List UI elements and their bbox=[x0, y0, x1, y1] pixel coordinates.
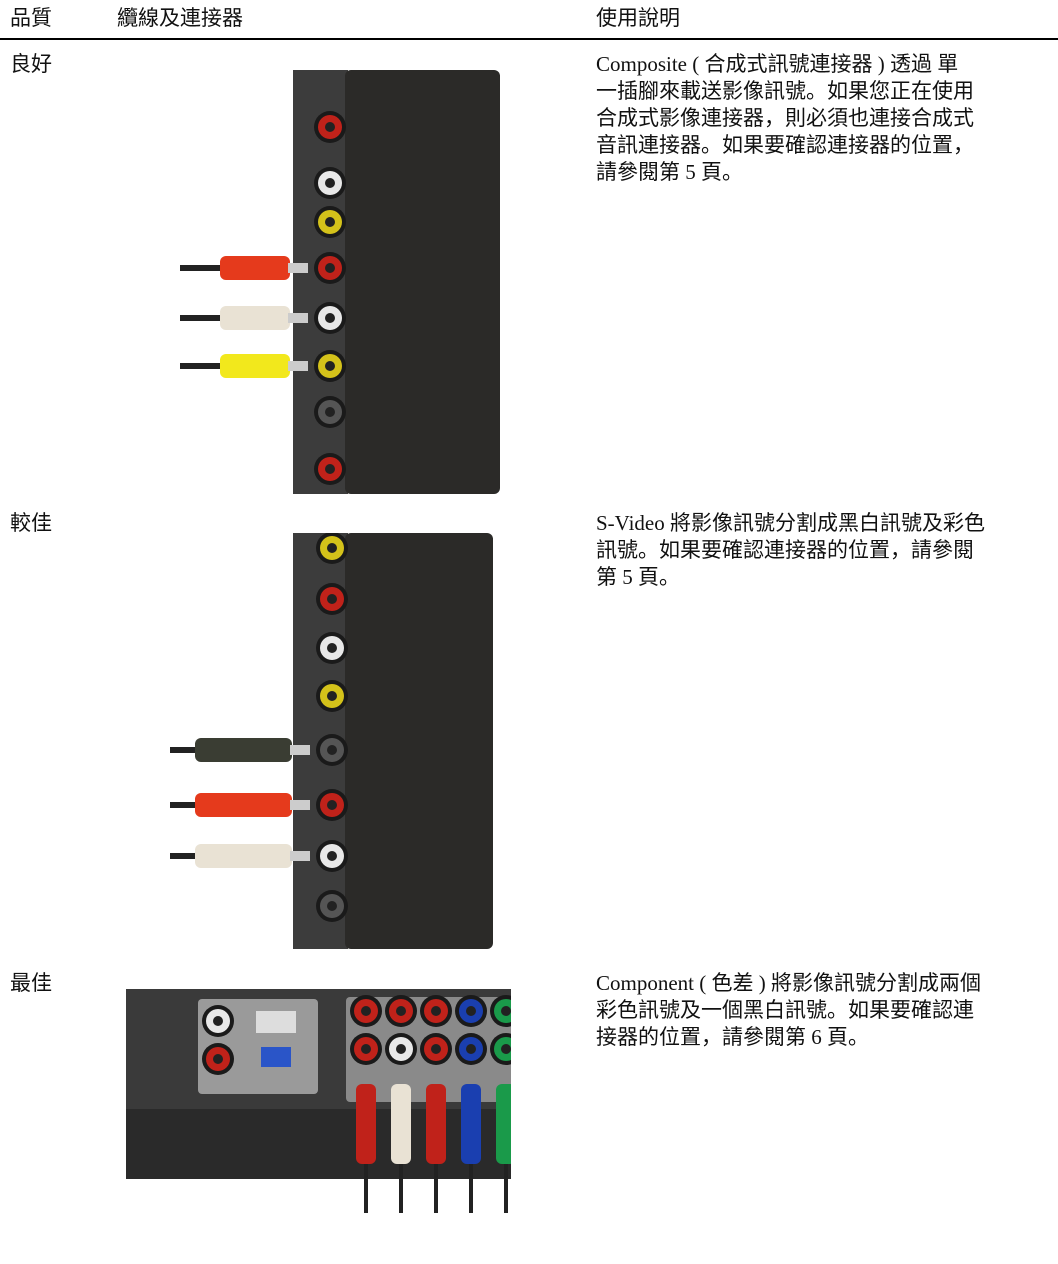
header-description: 使用說明 bbox=[596, 6, 680, 30]
description-line: Composite ( 合成式訊號連接器 ) 透過 單 bbox=[596, 52, 959, 76]
illustration bbox=[327, 745, 337, 755]
illustration bbox=[327, 800, 337, 810]
illustration bbox=[431, 1006, 441, 1016]
illustration bbox=[213, 1054, 223, 1064]
description-line: 接器的位置，請參閱第 6 頁。 bbox=[596, 1025, 869, 1049]
component-photo bbox=[126, 989, 511, 1213]
illustration bbox=[288, 263, 308, 273]
illustration bbox=[325, 407, 335, 417]
illustration bbox=[426, 1084, 446, 1164]
illustration bbox=[501, 1044, 511, 1054]
illustration bbox=[195, 793, 292, 817]
illustration bbox=[220, 256, 290, 280]
quality-label: 良好 bbox=[10, 52, 52, 76]
illustration bbox=[220, 306, 290, 330]
description-line: 訊號。如果要確認連接器的位置，請參閱 bbox=[596, 538, 974, 562]
illustration bbox=[327, 901, 337, 911]
illustration bbox=[325, 217, 335, 227]
description-line: 一插腳來載送影像訊號。如果您正在使用 bbox=[596, 79, 974, 103]
illustration bbox=[325, 122, 335, 132]
description-line: 彩色訊號及一個黑白訊號。如果要確認連 bbox=[596, 998, 974, 1022]
illustration bbox=[327, 851, 337, 861]
illustration bbox=[356, 1084, 376, 1164]
illustration bbox=[496, 1084, 511, 1164]
illustration bbox=[396, 1044, 406, 1054]
quality-label: 較佳 bbox=[10, 511, 52, 535]
composite-photo bbox=[180, 70, 500, 494]
illustration bbox=[290, 745, 310, 755]
illustration bbox=[195, 844, 292, 868]
illustration bbox=[431, 1044, 441, 1054]
illustration bbox=[325, 178, 335, 188]
illustration bbox=[461, 1084, 481, 1164]
svideo-photo bbox=[170, 533, 493, 949]
illustration bbox=[396, 1006, 406, 1016]
description-line: 請參閱第 5 頁。 bbox=[596, 160, 743, 184]
illustration bbox=[213, 1016, 223, 1026]
illustration bbox=[327, 691, 337, 701]
illustration bbox=[361, 1044, 371, 1054]
illustration bbox=[501, 1006, 511, 1016]
header-rule bbox=[0, 38, 1058, 40]
description-line: S-Video 將影像訊號分割成黑白訊號及彩色 bbox=[596, 511, 985, 535]
quality-label: 最佳 bbox=[10, 971, 52, 995]
illustration bbox=[466, 1044, 476, 1054]
illustration bbox=[220, 354, 290, 378]
illustration bbox=[466, 1006, 476, 1016]
illustration bbox=[325, 361, 335, 371]
illustration bbox=[327, 543, 337, 553]
illustration bbox=[327, 594, 337, 604]
illustration bbox=[325, 464, 335, 474]
illustration bbox=[325, 313, 335, 323]
illustration bbox=[327, 643, 337, 653]
description-line: Component ( 色差 ) 將影像訊號分割成兩個 bbox=[596, 971, 981, 995]
illustration bbox=[195, 738, 292, 762]
description-line: 音訊連接器。如果要確認連接器的位置， bbox=[596, 133, 974, 157]
description-line: 第 5 頁。 bbox=[596, 565, 680, 589]
illustration bbox=[290, 800, 310, 810]
header-cable: 纜線及連接器 bbox=[117, 6, 243, 30]
illustration bbox=[288, 361, 308, 371]
illustration bbox=[288, 313, 308, 323]
header-quality: 品質 bbox=[10, 6, 52, 30]
description-line: 合成式影像連接器，則必須也連接合成式 bbox=[596, 106, 974, 130]
illustration bbox=[361, 1006, 371, 1016]
illustration bbox=[290, 851, 310, 861]
illustration bbox=[391, 1084, 411, 1164]
illustration bbox=[325, 263, 335, 273]
